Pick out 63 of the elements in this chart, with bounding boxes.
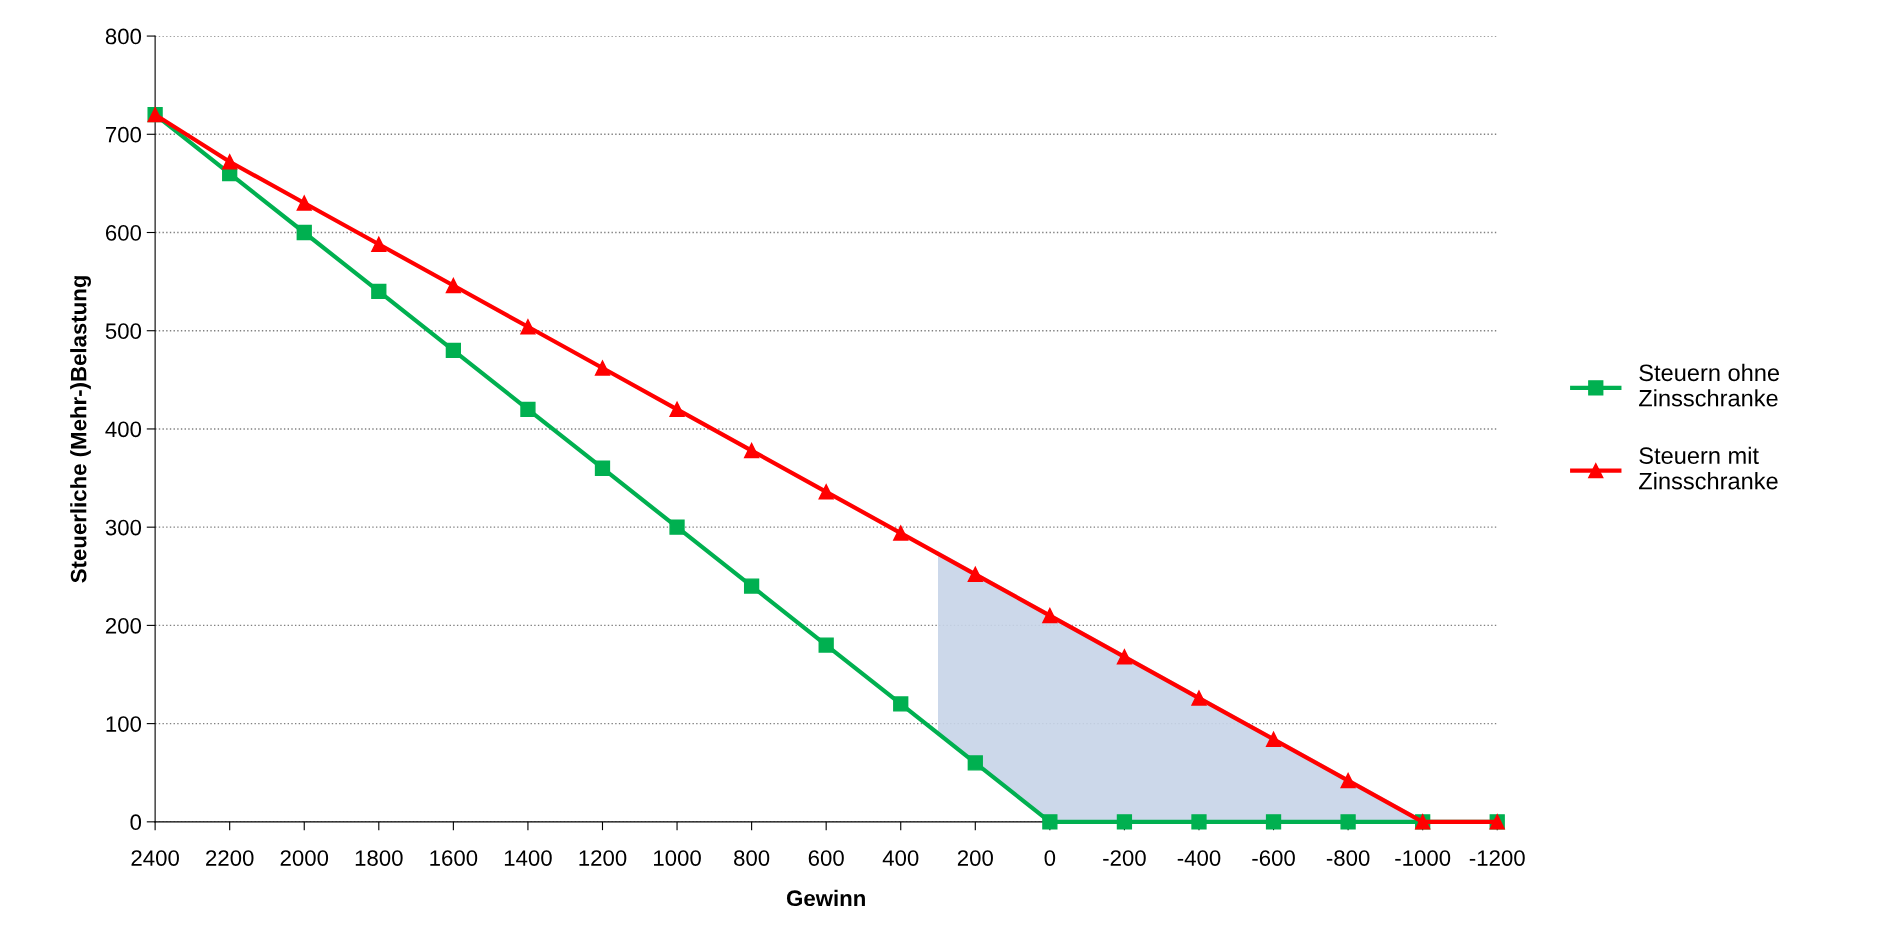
point <box>967 566 983 582</box>
y-tick-label: 700 <box>105 126 142 143</box>
x-tick-label: 2400 <box>131 850 179 866</box>
x-tick-label: 400 <box>882 850 919 866</box>
x-tick-label: 600 <box>808 850 844 866</box>
point <box>445 342 462 359</box>
point <box>1191 814 1207 830</box>
point <box>520 401 536 417</box>
x-tick-label: 2000 <box>280 850 329 866</box>
point <box>371 283 387 300</box>
y-tick-label: 0 <box>130 814 142 831</box>
point <box>1042 814 1058 830</box>
point <box>1265 814 1282 830</box>
legend-label: Steuern ohne Zinsschranke <box>1639 363 1780 407</box>
point <box>893 525 909 541</box>
point <box>669 401 685 417</box>
point <box>296 224 312 241</box>
y-tick-label: 600 <box>105 225 142 241</box>
x-tick-label: -600 <box>1252 850 1295 866</box>
point <box>1116 814 1133 830</box>
x-tick-label: 1000 <box>654 850 701 866</box>
point <box>967 755 983 771</box>
point <box>1116 649 1133 665</box>
x-tick-label: 2200 <box>206 850 254 866</box>
y-tick-label: 800 <box>105 28 142 45</box>
point <box>818 484 834 500</box>
x-tick-label: 1600 <box>430 850 478 866</box>
point <box>445 277 462 294</box>
point <box>669 519 685 535</box>
x-tick-label: -400 <box>1177 850 1221 866</box>
point <box>371 236 387 252</box>
x-tick-label: 800 <box>734 850 770 866</box>
y-tick-label: 500 <box>105 323 142 339</box>
x-tick-label: 1800 <box>355 850 403 866</box>
x-tick-label: 1200 <box>579 850 627 866</box>
point <box>222 154 238 170</box>
y-tick-label: 200 <box>105 617 142 634</box>
y-tick-label: 300 <box>105 519 142 536</box>
point <box>1340 814 1356 830</box>
x-tick-label: -1200 <box>1469 850 1525 866</box>
point <box>1340 772 1356 789</box>
point <box>520 319 536 335</box>
x-tick-label: 1400 <box>504 850 552 866</box>
y-axis-title: Steuerliche (Mehr-)Belastung <box>70 276 91 583</box>
x-tick-label: -800 <box>1326 850 1370 866</box>
point <box>594 460 611 476</box>
point <box>1042 607 1058 624</box>
y-tick-label: 400 <box>105 421 142 438</box>
legend-label: Steuern mit Zinsschranke <box>1639 446 1778 490</box>
point <box>296 195 312 211</box>
point <box>818 637 834 653</box>
y-tick-label: 100 <box>106 716 142 732</box>
x-tick-label: 200 <box>957 850 993 866</box>
point <box>1191 690 1207 706</box>
point <box>1265 731 1282 747</box>
x-tick-label: -1000 <box>1395 850 1451 866</box>
point <box>743 578 760 594</box>
point <box>893 696 909 712</box>
x-tick-label: -200 <box>1103 850 1146 866</box>
x-axis-title: Gewinn <box>786 889 865 907</box>
point <box>594 360 611 376</box>
x-tick-label: 0 <box>1044 850 1056 866</box>
point <box>743 442 760 459</box>
